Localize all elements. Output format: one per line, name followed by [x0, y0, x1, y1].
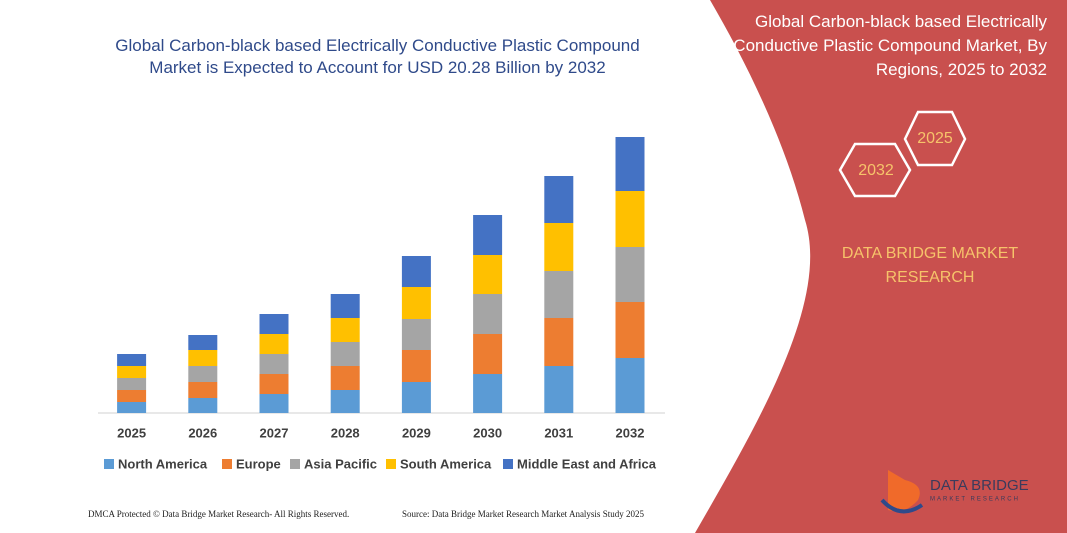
- x-tick-label: 2025: [117, 425, 146, 440]
- footer-source: Source: Data Bridge Market Research Mark…: [402, 509, 644, 519]
- bar-segment: [330, 294, 360, 318]
- bar-segment: [330, 318, 360, 342]
- bar-segment: [615, 247, 645, 302]
- x-tick-label: 2026: [188, 425, 217, 440]
- bar-segment: [401, 350, 431, 382]
- bar-segment: [330, 366, 360, 390]
- bar-segment: [401, 256, 431, 287]
- bar-segment: [544, 176, 574, 223]
- bar-segment: [117, 402, 147, 413]
- brand: DATA BRIDGE MARKET RESEARCH: [841, 245, 1019, 286]
- bar-segment: [117, 366, 147, 378]
- hexagon: [903, 110, 967, 167]
- x-tick-label: 2028: [331, 425, 360, 440]
- red-panel: [695, 0, 1067, 533]
- hexagon: [838, 142, 912, 198]
- bar-segment: [401, 382, 431, 413]
- x-tick-label: 2027: [260, 425, 289, 440]
- bar-segment: [473, 374, 503, 413]
- bar-segment: [473, 294, 503, 334]
- hexagon-label: 2032: [858, 162, 894, 179]
- legend-swatch: [386, 459, 396, 469]
- x-tick-label: 2030: [473, 425, 502, 440]
- bar-segment: [544, 366, 574, 413]
- logo-name: DATA BRIDGE: [930, 477, 1029, 494]
- bar-segment: [188, 382, 218, 398]
- logo-icon: [888, 470, 920, 512]
- legend-swatch: [222, 459, 232, 469]
- legend-label: Middle East and Africa: [517, 456, 657, 471]
- legend-label: North America: [118, 456, 208, 471]
- bar-segment: [473, 215, 503, 255]
- bar-segment: [615, 358, 645, 413]
- bar-segment: [544, 318, 574, 366]
- legend-swatch: [290, 459, 300, 469]
- bar-segment: [330, 342, 360, 366]
- bar-segment: [259, 354, 289, 374]
- legend-swatch: [503, 459, 513, 469]
- bar-segment: [188, 335, 218, 350]
- legend-swatch: [104, 459, 114, 469]
- chart-title: Global Carbon-black based Electrically C…: [115, 36, 640, 77]
- bar-segment: [117, 354, 147, 366]
- bar-segment: [117, 378, 147, 390]
- bar-segment: [330, 390, 360, 413]
- x-tick-label: 2032: [616, 425, 645, 440]
- x-tick-label: 2029: [402, 425, 431, 440]
- bar-segment: [615, 191, 645, 247]
- bar-segment: [259, 374, 289, 394]
- logo-tagline: MARKET RESEARCH: [930, 497, 1020, 503]
- bar-segment: [615, 302, 645, 358]
- logo-icon: [880, 498, 924, 514]
- bar-segment: [401, 319, 431, 350]
- x-tick-label: 2031: [544, 425, 573, 440]
- legend-label: South America: [400, 456, 492, 471]
- bar-segment: [259, 314, 289, 334]
- bar-segment: [615, 137, 645, 191]
- bar-segment: [117, 390, 147, 402]
- bar-segment: [544, 223, 574, 271]
- bar-segment: [259, 334, 289, 354]
- bar-segment: [544, 271, 574, 318]
- panel-title: Global Carbon-black based Electrically C…: [733, 12, 1047, 79]
- footer-dmca: DMCA Protected © Data Bridge Market Rese…: [88, 509, 350, 519]
- bar-segment: [188, 366, 218, 382]
- bar-segment: [188, 350, 218, 366]
- hexagon-label: 2025: [917, 130, 953, 147]
- bar-segment: [259, 394, 289, 413]
- legend-label: Europe: [236, 456, 281, 471]
- bar-segment: [473, 334, 503, 374]
- bar-segment: [473, 255, 503, 294]
- legend-label: Asia Pacific: [304, 456, 377, 471]
- bar-segment: [401, 287, 431, 319]
- bar-segment: [188, 398, 218, 413]
